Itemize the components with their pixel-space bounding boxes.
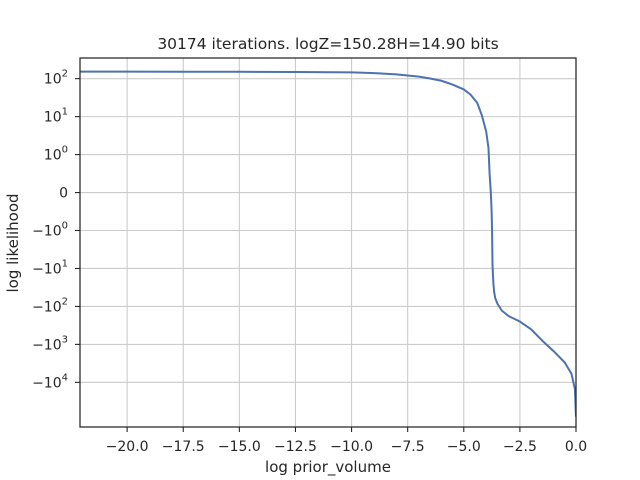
x-axis-label: log prior_volume: [265, 458, 391, 477]
x-tick-label: −2.5: [503, 439, 537, 455]
x-tick-label: 0.0: [565, 439, 587, 455]
y-axis-label: log likelihood: [4, 193, 22, 292]
y-tick-label: 101: [44, 107, 68, 126]
y-tick-label: 100: [44, 145, 68, 164]
x-tick-label: −5.0: [447, 439, 481, 455]
x-tick-label: −17.5: [162, 439, 205, 455]
x-axis-ticks: −20.0 −17.5 −15.0 −12.5 −10.0 −7.5 −5.0 −2.5 0.0: [106, 427, 587, 455]
y-tick-label: −100: [32, 221, 68, 240]
x-tick-label: −20.0: [106, 439, 149, 455]
plot-series: [80, 70, 576, 417]
y-tick-label: 0: [59, 186, 68, 202]
plot-frame: [79, 57, 577, 428]
x-tick-label: −15.0: [218, 439, 261, 455]
x-tick-label: −10.0: [330, 439, 373, 455]
y-tick-label: −104: [32, 372, 68, 391]
grid: [80, 58, 577, 427]
chart-title: 30174 iterations. logZ=150.28H=14.90 bit…: [157, 35, 498, 53]
x-tick-label: −7.5: [391, 439, 425, 455]
y-tick-label: 102: [44, 69, 68, 88]
x-tick-label: −12.5: [274, 439, 317, 455]
y-tick-label: −103: [32, 334, 68, 353]
y-tick-label: −101: [32, 258, 68, 277]
y-axis-ticks: 102 101 100 0 −100 −101 −102 −103 −104: [32, 69, 80, 391]
y-tick-label: −102: [32, 296, 68, 315]
likelihood-line: [80, 70, 576, 417]
